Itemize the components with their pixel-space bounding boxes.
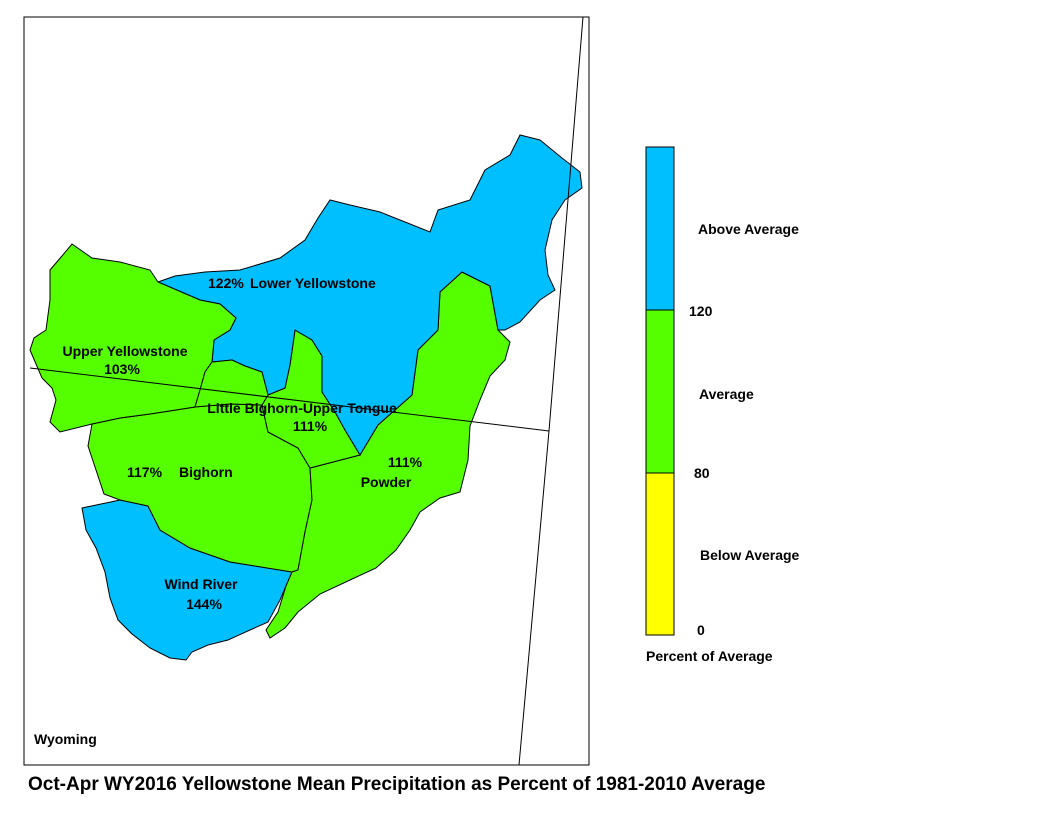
label-wyoming: Wyoming [34, 731, 97, 747]
legend-break-0: 0 [697, 622, 705, 638]
state-boundary-north [29, 367, 550, 432]
label-lower-yellowstone-name: Lower Yellowstone [250, 275, 376, 291]
label-upper-yellowstone-percent: 103% [104, 361, 140, 377]
legend-swatch-average [645, 309, 675, 474]
legend-label-average: Average [699, 386, 754, 402]
label-lower-yellowstone-percent: 122% [208, 275, 244, 291]
label-wind-river-percent: 144% [186, 596, 222, 612]
legend-break-120: 120 [689, 303, 713, 319]
basin-upper-yellowstone-inner [194, 359, 269, 408]
legend-label-above-average: Above Average [698, 221, 799, 237]
label-upper-yellowstone-name: Upper Yellowstone [63, 343, 188, 359]
legend-swatch-below-average [645, 472, 675, 636]
label-bighorn-name: Bighorn [179, 464, 233, 480]
state-boundary-east-upper [548, 16, 584, 432]
legend-break-80: 80 [694, 465, 710, 481]
label-powder-percent: 111% [388, 454, 423, 470]
legend-swatch-above-average [645, 146, 675, 311]
label-little-bighorn-name: Little Bighorn-Upper Tongue [207, 400, 397, 416]
legend-title: Percent of Average [646, 648, 773, 664]
map-caption: Oct-Apr WY2016 Yellowstone Mean Precipit… [28, 774, 766, 795]
state-boundary-east-lower [518, 430, 550, 766]
label-wind-river-name: Wind River [165, 576, 239, 592]
label-powder-name: Powder [361, 474, 412, 490]
label-bighorn-percent: 117% [127, 464, 163, 480]
legend-label-below-average: Below Average [700, 547, 800, 563]
label-little-bighorn-percent: 111% [293, 418, 328, 434]
